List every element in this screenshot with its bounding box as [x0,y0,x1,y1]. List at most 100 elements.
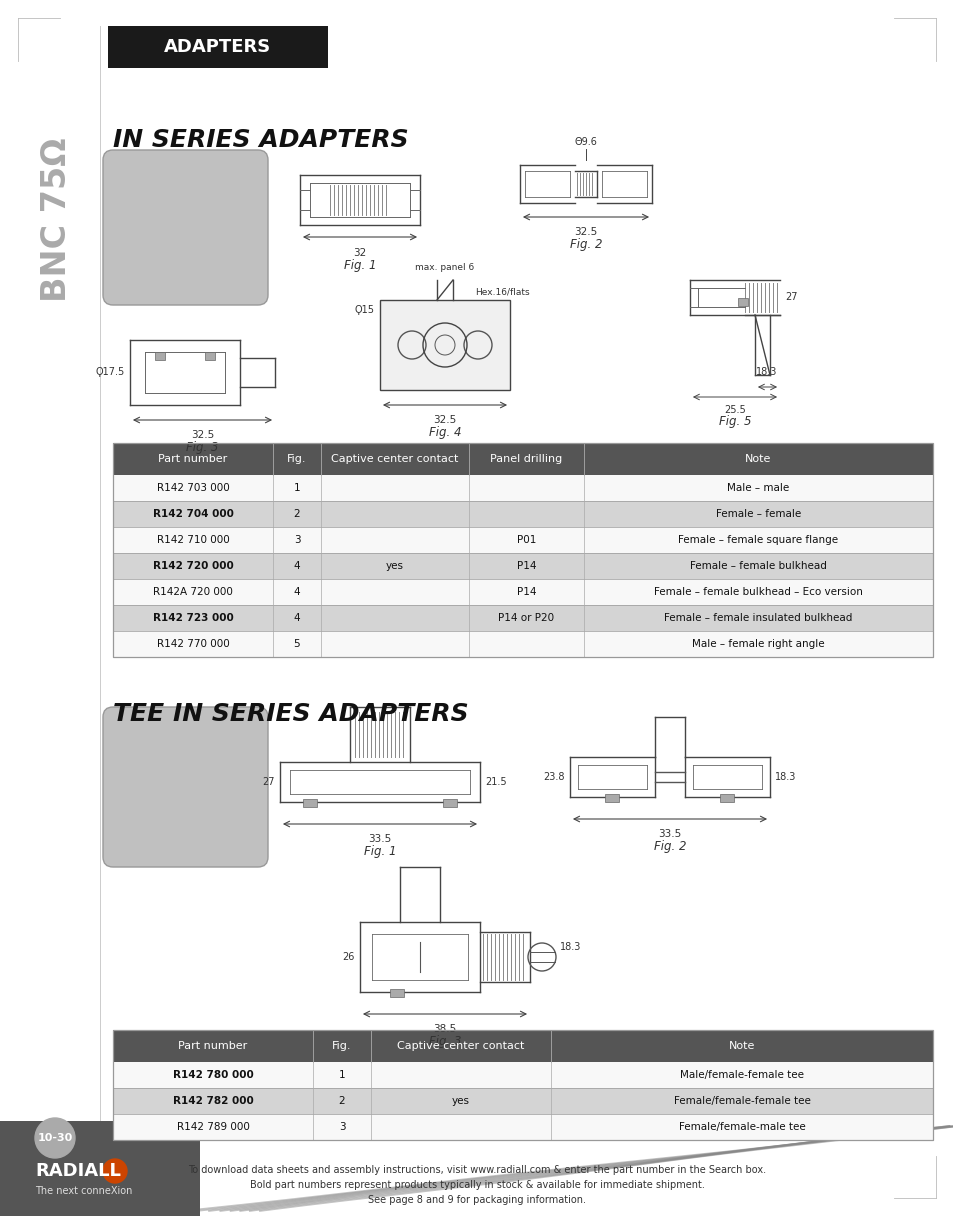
Text: 38.5: 38.5 [433,1024,456,1034]
Text: The next conneXion: The next conneXion [35,1186,132,1197]
Text: Part number: Part number [158,454,228,465]
Bar [112,1114,932,1141]
Bar [112,1030,932,1141]
Text: 25.5: 25.5 [723,405,745,415]
Bar [0,1121,200,1216]
Bar [112,443,932,475]
Text: max. panel 6: max. panel 6 [415,263,475,272]
Text: RADIALL: RADIALL [35,1162,121,1180]
Text: 27: 27 [784,292,797,302]
Text: 5: 5 [294,638,300,649]
Bar [112,631,932,657]
Bar [112,579,932,606]
Text: 32.5: 32.5 [191,430,213,440]
Text: 33.5: 33.5 [368,834,392,844]
Text: 4: 4 [294,587,300,597]
Text: Fig. 3: Fig. 3 [186,441,218,454]
Text: Female – female: Female – female [715,510,801,519]
Text: Captive center contact: Captive center contact [331,454,458,465]
Text: 32.5: 32.5 [574,227,597,237]
Text: 32.5: 32.5 [433,415,456,426]
Text: R142 704 000: R142 704 000 [152,510,233,519]
Text: R142 770 000: R142 770 000 [156,638,229,649]
Text: Bold part numbers represent products typically in stock & available for immediat: Bold part numbers represent products typ… [250,1180,703,1190]
Text: To download data sheets and assembly instructions, visit www.radiall.com & enter: To download data sheets and assembly ins… [188,1165,765,1175]
Text: Ϙ15: Ϙ15 [355,305,375,315]
Text: R142A 720 000: R142A 720 000 [152,587,233,597]
Text: 33.5: 33.5 [658,829,680,839]
Circle shape [103,1159,127,1183]
Text: Θ9.6: Θ9.6 [574,137,597,147]
Text: P14 or P20: P14 or P20 [497,613,554,623]
Text: Male – female right angle: Male – female right angle [692,638,824,649]
Text: Part number: Part number [178,1041,248,1051]
Bar [112,501,932,527]
Text: Ϙ17.5: Ϙ17.5 [95,367,125,377]
Bar [108,26,328,68]
Text: R142 710 000: R142 710 000 [156,535,229,545]
Text: Fig. 4: Fig. 4 [428,426,460,439]
Text: 18.3: 18.3 [774,772,796,782]
Bar [442,799,456,807]
Text: 23.8: 23.8 [543,772,564,782]
Text: Captive center contact: Captive center contact [396,1041,524,1051]
Bar [112,606,932,631]
Bar [112,475,932,501]
Circle shape [35,1118,75,1158]
Bar [112,553,932,579]
Text: Panel drilling: Panel drilling [490,454,562,465]
Bar [112,527,932,553]
Text: 18.3: 18.3 [756,367,777,377]
Text: Female – female bulkhead – Eco version: Female – female bulkhead – Eco version [654,587,862,597]
Bar [379,300,510,390]
Text: P14: P14 [517,587,536,597]
Text: Female/female-female tee: Female/female-female tee [673,1096,810,1107]
Text: 2: 2 [338,1096,345,1107]
Text: 4: 4 [294,613,300,623]
Text: Fig.: Fig. [287,454,307,465]
Text: Fig. 1: Fig. 1 [343,259,375,272]
Text: 18.3: 18.3 [559,942,580,952]
Text: ADAPTERS: ADAPTERS [164,38,272,56]
Bar [390,989,403,997]
Bar [112,443,932,657]
Text: Fig.: Fig. [332,1041,352,1051]
Bar [303,799,316,807]
Text: Male – male: Male – male [726,483,789,492]
Text: Note: Note [744,454,771,465]
Text: 1: 1 [338,1070,345,1080]
Text: R142 720 000: R142 720 000 [152,561,233,572]
Text: 32: 32 [353,248,366,258]
Text: yes: yes [386,561,403,572]
Text: See page 8 and 9 for packaging information.: See page 8 and 9 for packaging informati… [368,1195,585,1205]
Text: Fig. 5: Fig. 5 [718,415,750,428]
Bar [112,1062,932,1088]
Text: R142 789 000: R142 789 000 [176,1122,249,1132]
Text: 2: 2 [294,510,300,519]
Text: Fig. 1: Fig. 1 [363,845,395,858]
Text: 3: 3 [338,1122,345,1132]
Text: Fig. 2: Fig. 2 [569,238,601,250]
Text: Female – female bulkhead: Female – female bulkhead [689,561,826,572]
Text: R142 782 000: R142 782 000 [172,1096,253,1107]
Text: 10-30: 10-30 [37,1133,72,1143]
Text: 27: 27 [262,777,274,787]
Text: R142 780 000: R142 780 000 [172,1070,253,1080]
Text: 1: 1 [294,483,300,492]
Text: R142 703 000: R142 703 000 [156,483,229,492]
Text: P01: P01 [517,535,536,545]
Text: 21.5: 21.5 [484,777,506,787]
Bar [112,1088,932,1114]
Text: Note: Note [728,1041,755,1051]
Text: TEE IN SERIES ADAPTERS: TEE IN SERIES ADAPTERS [112,702,468,726]
Text: 3: 3 [294,535,300,545]
FancyBboxPatch shape [103,150,268,305]
Bar [112,1030,932,1062]
Text: Female – female insulated bulkhead: Female – female insulated bulkhead [663,613,852,623]
Text: Hex.16/flats: Hex.16/flats [475,287,529,297]
Text: Male/female-female tee: Male/female-female tee [679,1070,803,1080]
Text: P14: P14 [517,561,536,572]
Bar [154,351,165,360]
Text: Fig. 3: Fig. 3 [428,1035,460,1048]
Text: IN SERIES ADAPTERS: IN SERIES ADAPTERS [112,128,408,152]
